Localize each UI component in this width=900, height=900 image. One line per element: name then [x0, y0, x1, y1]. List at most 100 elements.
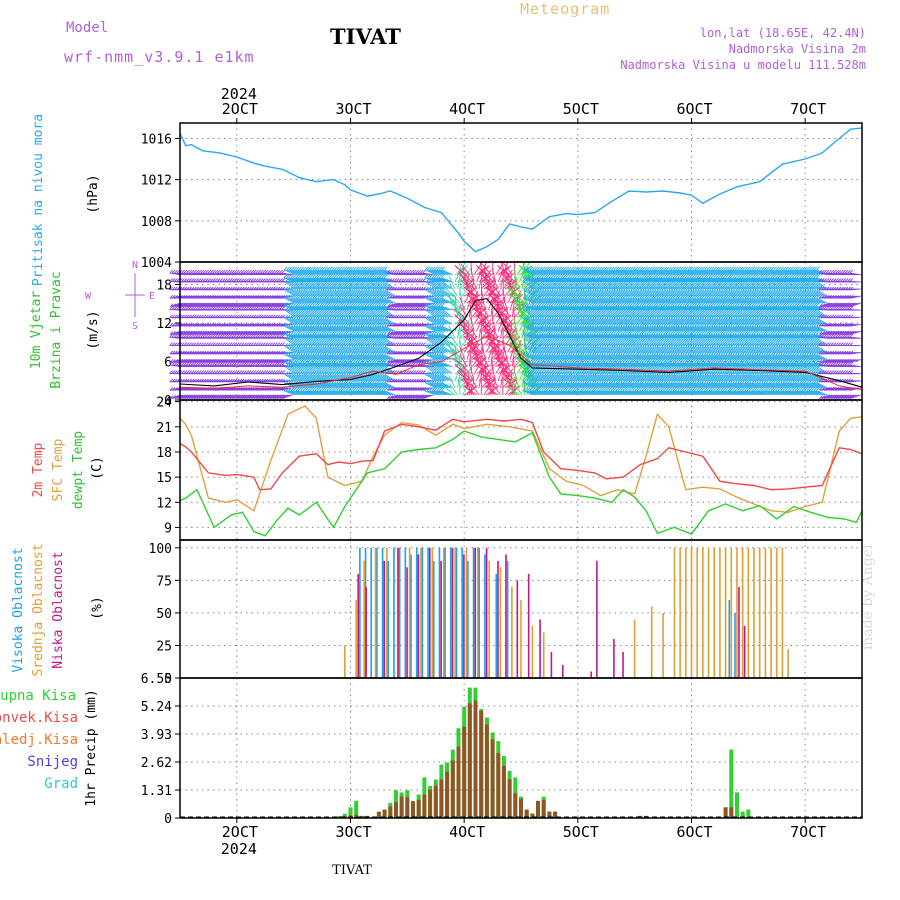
station-title: TIVAT — [330, 24, 401, 49]
wind-barb-flag — [231, 378, 236, 383]
wind-barb-flag — [236, 350, 240, 355]
wind-barb-flag — [246, 395, 250, 399]
wind-barb-flag — [174, 350, 178, 355]
wind-barb-flag — [271, 269, 276, 274]
wind-barb-flag — [238, 370, 243, 374]
wind-barb — [263, 302, 274, 308]
wind-barb-flag — [255, 286, 259, 291]
wind-barb-flag — [269, 370, 274, 374]
wind-barb-flag — [209, 361, 214, 366]
wind-barb-flag — [214, 350, 219, 355]
wind-barb-flag — [212, 322, 217, 327]
wind-barb — [172, 359, 184, 363]
wind-barb-flag — [216, 278, 221, 282]
wind-barb-flag — [217, 269, 221, 274]
wind-barb-flag — [255, 303, 260, 308]
wind-barb-flag — [240, 378, 245, 383]
wind-barb-flag — [259, 306, 264, 310]
wind-barb-flag — [227, 303, 231, 308]
wind-barb-flag — [243, 303, 248, 308]
wind-barb-flag — [205, 286, 209, 291]
wind-barb-flag — [217, 294, 221, 299]
wind-barb-flag — [200, 370, 204, 374]
wind-barb-flag — [229, 359, 233, 363]
wind-barb-flag — [259, 314, 264, 319]
wind-barb-flag — [205, 342, 209, 346]
wind-barb-flag — [200, 361, 205, 366]
wind-barb-flag — [219, 370, 224, 374]
wind-barb-flag — [243, 370, 247, 374]
wind-barb-flag — [205, 378, 209, 383]
wind-barb-flag — [193, 359, 198, 363]
wind-barb-flag — [224, 333, 228, 338]
wind-barb-flag — [200, 395, 205, 399]
wind-barb-flag — [174, 378, 178, 383]
wind-barb-flag — [212, 278, 216, 282]
wind-barb-flag — [252, 378, 257, 383]
wind-barb-flag — [171, 342, 176, 346]
wind-barb-flag — [240, 314, 245, 319]
wind-barb-flag — [197, 269, 202, 274]
wind-barb-flag — [241, 303, 246, 308]
wind-barb-flag — [238, 286, 243, 291]
wind-barb-flag — [229, 303, 234, 308]
wind-barb — [260, 302, 272, 308]
wind-barb-flag — [264, 278, 269, 282]
wind-barb — [179, 302, 191, 308]
wind-barb-flag — [190, 306, 195, 310]
wind-barb-flag — [234, 331, 238, 335]
wind-barb-flag — [212, 361, 216, 366]
wind-barb-flag — [236, 386, 241, 391]
wind-barb-flag — [216, 342, 221, 346]
wind-barb-flag — [274, 314, 278, 319]
wind-barb — [170, 394, 181, 400]
wind-barb-flag — [250, 333, 255, 338]
wind-barb — [244, 394, 255, 400]
wind-barb-flag — [183, 378, 188, 383]
wind-barb-flag — [239, 395, 243, 399]
wind-barb — [181, 302, 193, 308]
wind-barb-flag — [267, 303, 272, 308]
wind-barb-flag — [252, 322, 257, 327]
wind-barb — [267, 394, 279, 400]
wind-barb-flag — [231, 395, 236, 399]
wind-barb-flag — [185, 314, 190, 319]
wind-barb-flag — [276, 386, 281, 391]
wind-barb-flag — [202, 350, 207, 355]
wind-barb-flag — [214, 269, 219, 274]
wind-barb-flag — [234, 395, 239, 399]
product-name: Meteogram — [520, 0, 611, 18]
wind-barb-flag — [185, 278, 190, 282]
wind-barb — [224, 359, 236, 363]
wind-barb — [236, 302, 248, 308]
wind-barb-flag — [243, 359, 248, 363]
wind-barb-flag — [226, 350, 231, 355]
wind-barb-flag — [233, 350, 238, 355]
wind-barb-flag — [252, 314, 257, 319]
wind-barb-flag — [243, 361, 248, 366]
wind-barb — [169, 330, 181, 335]
wind-barb-flag — [217, 286, 221, 291]
wind-barb-flag — [258, 395, 262, 399]
wind-barb-flag — [238, 361, 243, 366]
wind-barb-flag — [245, 306, 250, 310]
wind-barb-flag — [247, 342, 252, 346]
wind-barb-flag — [276, 342, 281, 346]
wind-barb-flag — [267, 342, 271, 346]
wind-barb-flag — [174, 361, 178, 366]
wind-barb-flag — [279, 333, 283, 338]
wind-barb-flag — [224, 331, 229, 335]
wind-barb-flag — [240, 333, 245, 338]
wind-barb-flag — [231, 322, 236, 327]
wind-barb-flag — [257, 386, 262, 391]
wind-barb-flag — [279, 314, 283, 319]
wind-barb-flag — [172, 395, 176, 399]
wind-barb-flag — [191, 395, 196, 399]
wind-barb-flag — [265, 359, 269, 363]
wind-barb-flag — [231, 333, 236, 338]
wind-barb-flag — [224, 278, 228, 282]
wind-barb-flag — [195, 331, 200, 335]
wind-barb-flag — [186, 361, 190, 366]
wind-barb-flag — [169, 359, 174, 363]
wind-barb-flag — [212, 331, 217, 335]
